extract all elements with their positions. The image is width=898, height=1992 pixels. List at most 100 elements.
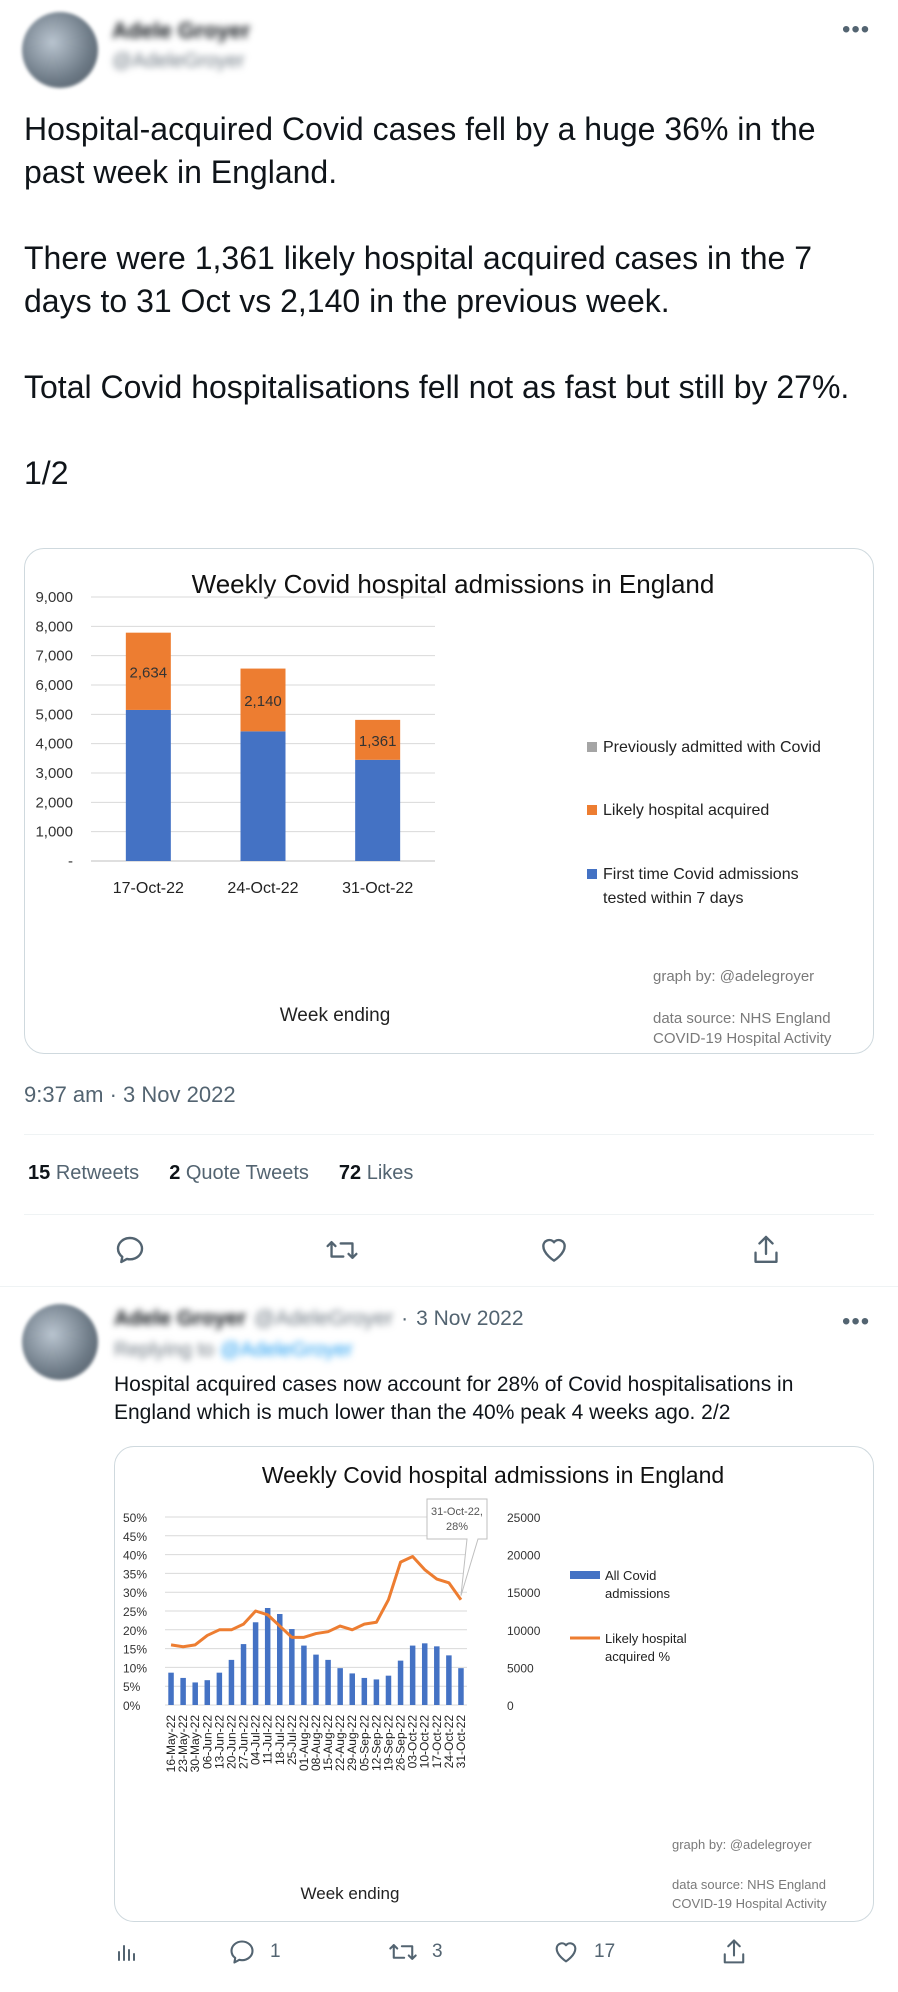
x-tick-label: 11-Jul-22 (261, 1715, 275, 1764)
quotes-label: Quote Tweets (185, 1162, 309, 1184)
right-y-tick-label: 10000 (507, 1624, 541, 1638)
quote-tweets-stat[interactable]: 2 Quote Tweets (169, 1162, 309, 1185)
x-tick-label: 20-Jun-22 (224, 1715, 238, 1769)
left-y-tick-label: 40% (123, 1549, 147, 1563)
retweets-label: Retweets (55, 1162, 140, 1184)
share-icon (754, 1235, 778, 1263)
legend-label: acquired % (605, 1649, 670, 1664)
bar-segment (125, 709, 171, 861)
x-tick-label: 27-Jun-22 (237, 1715, 251, 1769)
data-label: 2,634 (130, 664, 168, 681)
reply-header: Adele Groyer @AdeleGroyer · 3 Nov 2022 (114, 1307, 524, 1331)
header-separator: · (401, 1307, 409, 1330)
retweet-button[interactable]: 3 (388, 1938, 443, 1966)
quotes-count: 2 (169, 1162, 181, 1184)
author-name[interactable]: Adele Groyer (112, 18, 251, 43)
left-y-tick-label: 30% (123, 1586, 147, 1600)
left-y-tick-label: 10% (123, 1661, 147, 1675)
legend-label: Likely hospital (605, 1631, 687, 1646)
x-tick-label: 08-Aug-22 (309, 1715, 323, 1771)
chart-credit: graph by: @adelegroyer (653, 968, 814, 985)
chart-source-line: data source: NHS England (653, 1010, 831, 1027)
more-options-icon[interactable]: ••• (842, 16, 871, 43)
more-options-icon[interactable]: ••• (842, 1308, 871, 1335)
analytics-button[interactable] (114, 1940, 138, 1964)
replying-prefix: Replying to (114, 1339, 215, 1361)
bar (349, 1673, 355, 1705)
callout-label: 31-Oct-22, (431, 1506, 483, 1518)
y-tick-label: 4,000 (35, 736, 73, 753)
data-label: 1,361 (359, 733, 397, 750)
retweets-count: 15 (28, 1162, 51, 1184)
chart-title: Weekly Covid hospital admissions in Engl… (262, 1462, 724, 1488)
reply-author-handle[interactable]: @AdeleGroyer (253, 1307, 394, 1330)
divider (0, 1286, 898, 1287)
replying-handle-link[interactable]: @AdeleGroyer (220, 1339, 353, 1361)
share-button[interactable] (720, 1937, 748, 1967)
replying-to: Replying to @AdeleGroyer (114, 1339, 353, 1362)
x-tick-label: 29-Aug-22 (345, 1715, 359, 1771)
data-label: 2,140 (244, 693, 282, 710)
legend-swatch (587, 742, 597, 752)
chart-image-card[interactable]: Weekly Covid hospital admissions in Engl… (24, 548, 874, 1054)
retweet-icon (326, 1240, 358, 1260)
divider (24, 1214, 874, 1215)
y-tick-label: 3,000 (35, 765, 73, 782)
right-y-tick-label: 25000 (507, 1511, 541, 1525)
like-button[interactable]: 17 (552, 1938, 615, 1966)
retweets-stat[interactable]: 15 Retweets (28, 1162, 139, 1185)
x-tick-label: 03-Oct-22 (406, 1715, 420, 1769)
bar-segment (240, 731, 286, 861)
chart-credit: graph by: @adelegroyer (672, 1837, 812, 1852)
reply-author-avatar[interactable] (22, 1304, 98, 1380)
reply-date[interactable]: 3 Nov 2022 (416, 1307, 524, 1330)
x-tick-label: 10-Oct-22 (418, 1715, 432, 1769)
x-tick-label: 22-Aug-22 (333, 1715, 347, 1771)
x-tick-label: 26-Sep-22 (394, 1715, 408, 1771)
likes-stat[interactable]: 72 Likes (339, 1162, 414, 1185)
share-button[interactable] (750, 1233, 782, 1267)
callout-label: 28% (446, 1521, 468, 1533)
like-button[interactable] (538, 1234, 570, 1266)
reply-button[interactable] (114, 1234, 146, 1266)
bar (240, 1644, 247, 1705)
bar (252, 1622, 259, 1705)
x-tick-label: 24-Oct-22 (442, 1715, 456, 1769)
chart-title: Weekly Covid hospital admissions in Engl… (192, 569, 715, 599)
left-y-tick-label: 35% (123, 1567, 147, 1581)
bar (337, 1668, 343, 1705)
x-tick-label: 04-Jul-22 (249, 1715, 263, 1765)
tweet-paragraph: There were 1,361 likely hospital acquire… (24, 240, 812, 319)
heart-icon (542, 1238, 566, 1262)
chart-source-line: COVID-19 Hospital Activity (672, 1896, 827, 1911)
y-tick-label: 5,000 (35, 706, 73, 723)
y-tick-label: 9,000 (35, 589, 73, 606)
line-series-likely-hospital-acquired (170, 1554, 463, 1649)
x-tick-label: 31-Oct-22 (342, 880, 413, 897)
retweet-button[interactable] (325, 1234, 359, 1266)
author-handle[interactable]: @AdeleGroyer (112, 50, 245, 72)
tweet-paragraph: 1/2 (24, 455, 69, 491)
reply-author-name[interactable]: Adele Groyer (114, 1307, 246, 1330)
x-tick-label: 17-Oct-22 (430, 1715, 444, 1769)
combo-bar-line-chart: Weekly Covid hospital admissions in Engl… (123, 1462, 827, 1911)
legend-label: Likely hospital acquired (603, 802, 769, 819)
left-y-tick-label: 45% (123, 1530, 147, 1544)
reply-button[interactable]: 1 (228, 1938, 281, 1966)
bar (313, 1654, 319, 1705)
reply-icon (116, 1236, 144, 1264)
y-tick-label: 8,000 (35, 618, 73, 635)
bar (180, 1677, 186, 1705)
x-axis-title: Week ending (280, 1005, 391, 1026)
x-tick-label: 05-Sep-22 (357, 1715, 371, 1771)
tweet-paragraph: Total Covid hospitalisations fell not as… (24, 369, 850, 405)
bar (216, 1672, 223, 1705)
chart-source-line: COVID-19 Hospital Activity (653, 1030, 832, 1047)
chart-image-card[interactable]: Weekly Covid hospital admissions in Engl… (114, 1446, 874, 1922)
reply-text: Hospital acquired cases now account for … (114, 1373, 794, 1424)
legend-swatch (587, 869, 597, 879)
tweet-timestamp[interactable]: 9:37 am · 3 Nov 2022 (24, 1082, 236, 1107)
legend-label: All Covid (605, 1568, 656, 1583)
bar (289, 1629, 295, 1705)
author-avatar[interactable] (22, 12, 98, 88)
